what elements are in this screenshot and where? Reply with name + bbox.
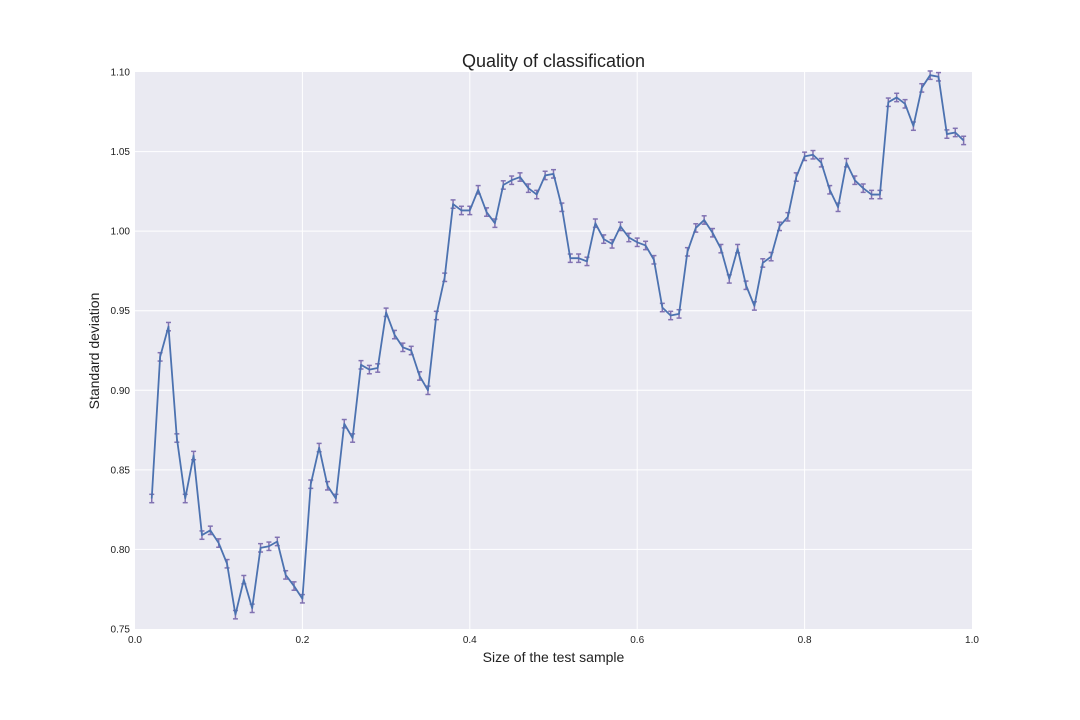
y-tick-label: 1.00 xyxy=(111,227,131,238)
y-tick-label: 0.75 xyxy=(111,625,131,636)
y-tick-label: 0.90 xyxy=(111,386,131,397)
x-tick-label: 0.4 xyxy=(463,635,477,646)
y-tick-label: 1.05 xyxy=(111,147,131,158)
y-axis-label: Standard deviation xyxy=(86,293,102,410)
x-tick-label: 0.8 xyxy=(798,635,812,646)
y-tick-label: 0.95 xyxy=(111,306,131,317)
y-tick-label: 0.85 xyxy=(111,465,131,476)
x-tick-label: 0.0 xyxy=(128,635,142,646)
plot-background xyxy=(135,72,972,629)
error-bar xyxy=(961,135,967,146)
x-tick-label: 0.6 xyxy=(630,635,644,646)
grid-lines xyxy=(135,72,972,629)
x-tick-label: 0.2 xyxy=(295,635,309,646)
tick-labels: 0.0 0.2 0.4 0.6 0.8 1.0 0.75 0.80 0.85 0.90 0.95 1.… xyxy=(111,68,980,647)
series-line xyxy=(150,74,965,616)
x-tick-label: 1.0 xyxy=(965,635,979,646)
chart-title: Quality of classification xyxy=(462,51,645,71)
data-series xyxy=(150,74,965,616)
y-tick-label: 1.10 xyxy=(111,68,131,79)
x-axis-label: Size of the test sample xyxy=(483,649,625,665)
y-tick-label: 0.80 xyxy=(111,545,131,556)
